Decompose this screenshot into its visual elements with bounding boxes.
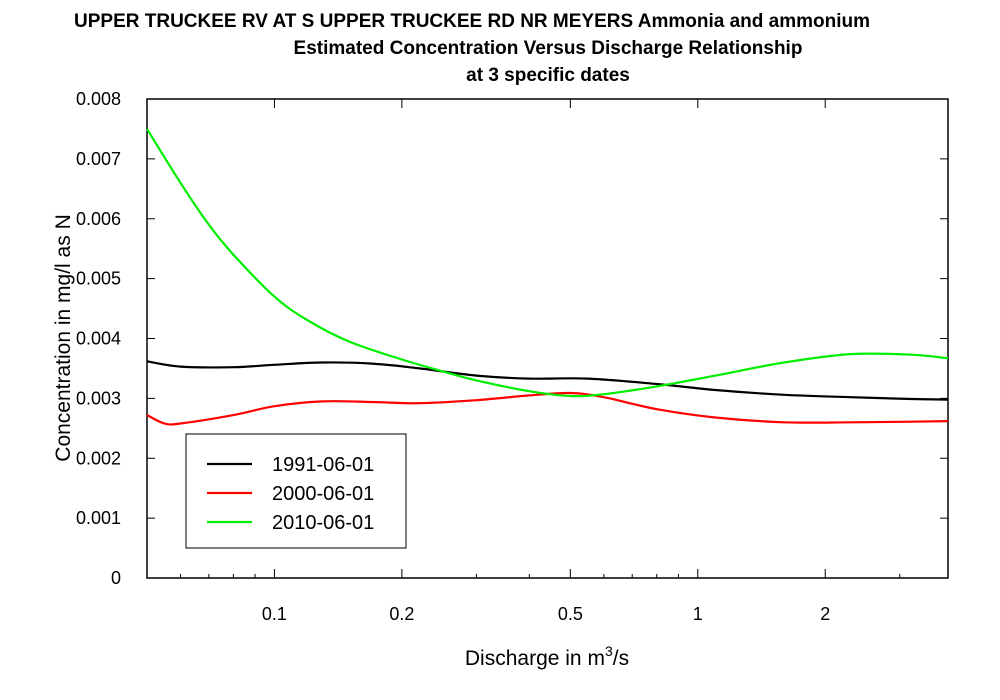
- x-axis-label: Discharge in m3/s: [465, 643, 629, 670]
- series-lines: [146, 128, 949, 426]
- y-tick-label: 0.008: [76, 89, 121, 109]
- chart-title-line-1: UPPER TRUCKEE RV AT S UPPER TRUCKEE RD N…: [74, 11, 870, 32]
- legend-label: 2000-06-01: [272, 483, 374, 505]
- y-tick-label: 0.005: [76, 269, 121, 289]
- chart-title-line-2: Estimated Concentration Versus Discharge…: [293, 38, 803, 59]
- y-tick-label: 0.006: [76, 209, 121, 229]
- y-tick-label: 0.007: [76, 149, 121, 169]
- series-line-1991-06-01: [146, 360, 949, 401]
- series-line-2010-06-01: [146, 128, 949, 398]
- x-axis-label-superscript: 3: [605, 643, 613, 659]
- x-tick-label: 0.5: [558, 604, 583, 624]
- y-tick-label: 0.004: [76, 329, 121, 349]
- y-tick-label: 0.003: [76, 388, 121, 408]
- x-tick-label: 0.2: [389, 604, 414, 624]
- legend-label: 1991-06-01: [272, 454, 374, 476]
- y-axis-label: Concentration in mg/l as N: [52, 214, 75, 461]
- legend-label: 2010-06-01: [272, 512, 374, 534]
- x-axis: 0.1 0.2 0.5 1 2: [180, 99, 901, 624]
- series-line-2000-06-01: [146, 391, 949, 426]
- legend: 1991-06-01 2000-06-01 2010-06-01: [185, 433, 407, 549]
- x-tick-label: 2: [820, 604, 830, 624]
- x-axis-label-text: Discharge in m: [465, 647, 605, 670]
- x-tick-label: 0.1: [262, 604, 287, 624]
- chart-title-line-3: at 3 specific dates: [466, 65, 630, 86]
- y-tick-label: 0.001: [76, 508, 121, 528]
- x-axis-label-suffix: /s: [613, 647, 629, 670]
- legend-box: [185, 433, 407, 549]
- y-tick-label: 0.002: [76, 448, 121, 468]
- y-axis: 0 0.001 0.002 0.003 0.004 0.005 0.006 0.007 0.00…: [76, 89, 948, 588]
- x-tick-label: 1: [693, 604, 703, 624]
- y-tick-label: 0: [111, 568, 121, 588]
